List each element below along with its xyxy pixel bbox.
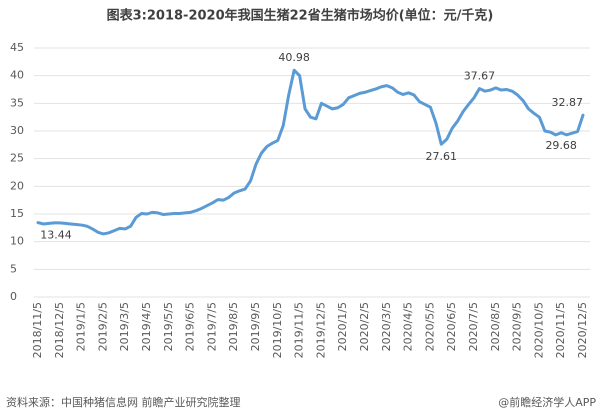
x-tick-label: 2019/5/5 xyxy=(162,302,175,351)
x-tick-label: 2019/6/5 xyxy=(184,302,197,351)
value-label: 37.67 xyxy=(464,70,496,83)
y-tick-label: 10 xyxy=(10,235,24,248)
x-tick-label: 2019/4/5 xyxy=(140,302,153,351)
x-tick-label: 2020/12/5 xyxy=(576,302,589,358)
x-tick-label: 2020/2/5 xyxy=(358,302,371,351)
y-tick-label: 40 xyxy=(10,69,24,82)
y-tick-label: 0 xyxy=(10,290,17,303)
y-tick-label: 20 xyxy=(10,179,24,192)
x-tick-label: 2020/8/5 xyxy=(489,302,502,351)
y-tick-label: 15 xyxy=(10,207,24,220)
y-tick-label: 5 xyxy=(10,262,17,275)
y-tick-label: 25 xyxy=(10,152,24,165)
value-label: 27.61 xyxy=(426,150,458,163)
data-line xyxy=(36,68,585,236)
x-tick-label: 2019/7/5 xyxy=(205,302,218,351)
chart-title: 图表3:2018-2020年我国生猪22省生猪市场均价(单位：元/千克) xyxy=(107,8,494,24)
source-note: 资料来源：中国种猪信息网 前瞻产业研究院整理 xyxy=(6,395,241,409)
x-tick-label: 2019/8/5 xyxy=(227,302,240,351)
x-tick-label: 2018/11/5 xyxy=(31,302,44,358)
x-tick-label: 2019/3/5 xyxy=(118,302,131,351)
x-tick-label: 2018/12/5 xyxy=(53,302,66,358)
x-tick-label: 2020/4/5 xyxy=(402,302,415,351)
x-tick-label: 2020/3/5 xyxy=(380,302,393,351)
y-tick-label: 45 xyxy=(10,41,24,54)
y-tick-label: 30 xyxy=(10,124,24,137)
x-tick-label: 2019/10/5 xyxy=(271,302,284,358)
x-tick-label: 2020/11/5 xyxy=(554,302,567,358)
x-tick-label: 2019/9/5 xyxy=(249,302,262,351)
x-tick-label: 2020/5/5 xyxy=(423,302,436,351)
value-label: 40.98 xyxy=(278,51,310,64)
x-tick-label: 2019/12/5 xyxy=(314,302,327,358)
x-tick-label: 2020/9/5 xyxy=(511,302,524,351)
value-label: 29.68 xyxy=(545,139,577,152)
x-tick-label: 2020/10/5 xyxy=(532,302,545,358)
x-tick-label: 2020/1/5 xyxy=(336,302,349,351)
x-tick-label: 2019/1/5 xyxy=(75,302,88,351)
x-tick-label: 2019/11/5 xyxy=(293,302,306,358)
value-label: 13.44 xyxy=(40,229,72,242)
x-tick-label: 2020/6/5 xyxy=(445,302,458,351)
x-tick-label: 2020/7/5 xyxy=(467,302,480,351)
y-tick-label: 35 xyxy=(10,96,24,109)
x-tick-label: 2019/2/5 xyxy=(96,302,109,351)
credit: @前瞻经济学人APP xyxy=(498,395,596,409)
value-label: 32.87 xyxy=(552,96,584,109)
